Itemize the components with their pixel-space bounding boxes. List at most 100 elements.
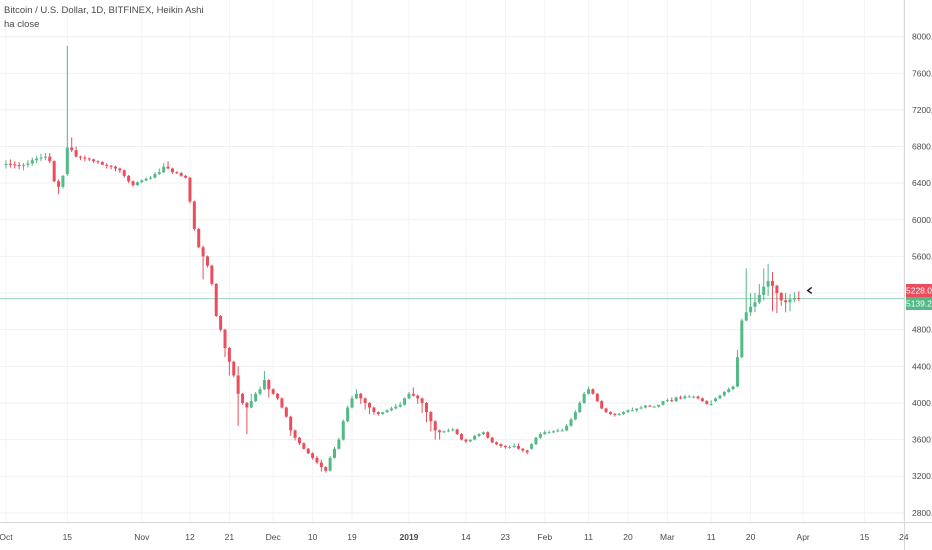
candle-body: [424, 402, 428, 413]
x-tick-label: 24: [899, 532, 909, 542]
candle-body: [70, 147, 74, 151]
candle-body: [683, 396, 687, 399]
candle-body: [722, 391, 726, 396]
candle-body: [315, 457, 319, 463]
candle-body: [372, 407, 376, 413]
candle-body: [617, 413, 621, 415]
candle-body: [538, 434, 542, 438]
candle-body: [692, 396, 696, 398]
candle-body: [643, 405, 647, 408]
candle-body: [122, 170, 126, 176]
candle-body: [8, 163, 12, 165]
candle-body: [495, 442, 499, 445]
candle-body: [337, 439, 341, 449]
candle-body: [363, 398, 367, 403]
candle-body: [560, 430, 564, 432]
candle-body: [271, 389, 275, 394]
candle-body: [543, 432, 547, 435]
x-tick-label: Feb: [537, 532, 552, 542]
candle-body: [679, 397, 683, 399]
x-tick-label: 15: [860, 532, 870, 542]
candle-body: [236, 375, 240, 394]
candle-body: [600, 401, 604, 409]
x-tick-label: 23: [501, 532, 511, 542]
x-tick-label: 19: [347, 532, 357, 542]
candle-body: [661, 401, 665, 405]
candle-body: [219, 315, 223, 330]
candle-body: [162, 166, 166, 173]
candle-body: [613, 413, 617, 415]
candle-body: [4, 163, 8, 165]
candle-body: [284, 407, 288, 417]
candle-body: [26, 163, 30, 165]
candle-body: [792, 298, 796, 300]
candle-body: [13, 164, 17, 166]
y-tick-label: 5600.0: [912, 251, 932, 261]
chart-title: Bitcoin / U.S. Dollar, 1D, BITFINEX, Hei…: [4, 5, 204, 16]
candle-body: [582, 393, 586, 403]
candle-body: [508, 446, 512, 448]
candle-body: [762, 286, 766, 295]
candle-body: [262, 380, 266, 390]
candle-body: [87, 158, 91, 160]
candle-body: [149, 177, 153, 179]
indicator-label: ha close: [4, 19, 40, 30]
candle-body: [17, 165, 21, 167]
candle-body: [687, 396, 691, 398]
candle-body: [464, 439, 468, 442]
candle-body: [740, 320, 744, 358]
candle-body: [420, 398, 424, 403]
candle-body: [578, 402, 582, 413]
candle-body: [389, 408, 393, 411]
candle-body: [324, 467, 328, 471]
x-tick-label: Dec: [266, 532, 282, 542]
candle-body: [429, 412, 433, 422]
candle-body: [534, 437, 538, 445]
chevron-left-icon[interactable]: [806, 286, 813, 295]
candle-body: [700, 398, 704, 402]
candle-body: [731, 386, 735, 390]
candle-body: [416, 395, 420, 399]
y-tick-label: 7600.0: [912, 68, 932, 78]
x-tick-label: Mar: [660, 532, 675, 542]
candle-body: [525, 450, 529, 453]
y-tick-label: 7200.0: [912, 105, 932, 115]
candle-body: [78, 156, 82, 158]
candle-body: [438, 430, 442, 433]
candle-body: [354, 393, 358, 399]
candle-body: [626, 410, 630, 413]
candle-body: [201, 247, 205, 257]
candle-body: [83, 157, 87, 159]
candle-body: [608, 412, 612, 414]
candle-body: [565, 425, 569, 431]
legend: Bitcoin / U.S. Dollar, 1D, BITFINEX, Hei…: [4, 4, 204, 32]
candle-body: [157, 172, 161, 174]
candle-body: [749, 306, 753, 313]
y-tick-label: 8000.0: [912, 32, 932, 42]
y-tick-label: 3600.0: [912, 435, 932, 445]
candle-body: [714, 398, 718, 402]
candle-body: [210, 265, 214, 284]
candle-body: [398, 404, 402, 407]
candle-body: [455, 429, 459, 435]
candle-body: [705, 401, 709, 404]
candle-body: [297, 437, 301, 444]
candle-body: [552, 431, 555, 433]
candle-body: [346, 407, 350, 422]
candle-body: [784, 300, 788, 303]
price-label-box: [906, 283, 932, 297]
candle-body: [100, 162, 104, 165]
x-tick-label: 11: [707, 532, 716, 542]
candle-body: [744, 312, 748, 321]
candle-body: [153, 174, 157, 178]
y-tick-label: 6000.0: [912, 215, 932, 225]
candle-body: [276, 393, 280, 399]
candle-body: [718, 395, 722, 399]
candle-body: [188, 177, 192, 202]
candle-body: [43, 156, 47, 158]
candle-body: [403, 398, 407, 405]
candle-body: [657, 404, 661, 407]
candle-body: [109, 165, 113, 167]
candle-body: [460, 434, 464, 440]
candle-body: [757, 294, 761, 303]
